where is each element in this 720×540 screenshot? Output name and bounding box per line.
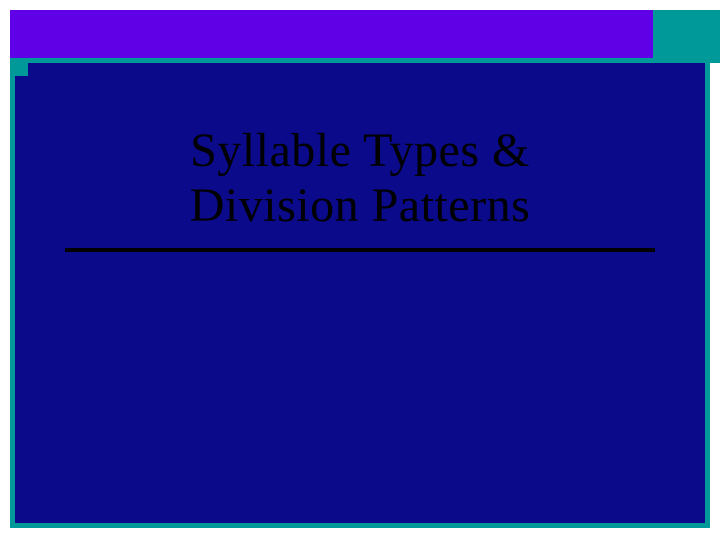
main-panel: Syllable Types & Division Patterns (10, 63, 710, 528)
title-block: Syllable Types & Division Patterns (50, 123, 671, 233)
slide-title: Syllable Types & Division Patterns (50, 123, 671, 233)
header-accent-block (658, 10, 720, 58)
title-line-2: Division Patterns (190, 179, 531, 232)
header-main-bar (10, 10, 653, 58)
header-band (10, 10, 720, 58)
accent-square (10, 58, 28, 76)
title-underline (65, 248, 655, 252)
slide-container: Syllable Types & Division Patterns (0, 0, 720, 540)
title-line-1: Syllable Types & (190, 124, 530, 177)
